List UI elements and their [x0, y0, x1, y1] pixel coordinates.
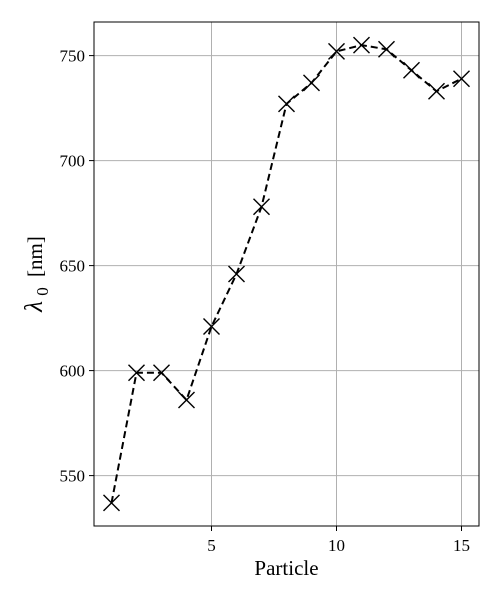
y-tick-label: 550 [60, 467, 86, 486]
data-point-stroke [278, 95, 295, 113]
data-point [278, 95, 295, 113]
data-point-stroke [253, 198, 270, 216]
y-tick-label: 700 [60, 152, 86, 171]
data-point [178, 391, 195, 409]
y-tick-label: 650 [60, 257, 86, 276]
data-point [353, 36, 370, 54]
data-point-stroke [453, 70, 470, 88]
data-point [403, 61, 420, 79]
data-point [203, 318, 220, 335]
x-tick-label: 15 [453, 536, 470, 555]
axis-ticks [89, 55, 462, 531]
data-point [303, 74, 320, 92]
data-point-stroke [428, 82, 445, 100]
data-point [103, 494, 120, 512]
data-point-stroke [103, 494, 120, 512]
series-line [110, 44, 462, 504]
data-point-stroke [178, 391, 195, 409]
data-point [128, 364, 145, 382]
data-point [328, 42, 345, 60]
y-axis-label-subscript: 0 [33, 287, 52, 296]
y-axis-label-symbol: λ [21, 301, 48, 313]
y-axis-label-unit: [nm] [23, 236, 47, 277]
data-point [378, 40, 395, 58]
data-point-stroke [153, 364, 170, 382]
y-axis-label: λ 0 [nm] [21, 236, 53, 313]
data-markers [103, 36, 470, 512]
data-point [253, 198, 270, 216]
data-point-stroke [128, 364, 145, 382]
data-point-stroke [403, 61, 420, 79]
grid [94, 22, 479, 526]
x-tick-label: 10 [328, 536, 345, 555]
data-series [103, 36, 470, 512]
y-tick-label: 750 [60, 47, 86, 66]
data-point-stroke [203, 318, 220, 335]
plot-frame [93, 21, 480, 527]
x-axis-label: Particle [254, 556, 318, 580]
data-point [428, 82, 445, 100]
y-tick-label: 600 [60, 362, 86, 381]
data-point-stroke [228, 265, 245, 283]
data-point-stroke [378, 40, 395, 58]
data-point [228, 265, 245, 283]
data-point-stroke [303, 74, 320, 92]
tick-labels: 5 10 15 550 600 650 700 750 [60, 47, 471, 555]
data-point [453, 70, 470, 88]
data-point [153, 364, 170, 382]
data-point-stroke [353, 36, 370, 54]
x-tick-label: 5 [207, 536, 216, 555]
data-point-stroke [328, 42, 345, 60]
